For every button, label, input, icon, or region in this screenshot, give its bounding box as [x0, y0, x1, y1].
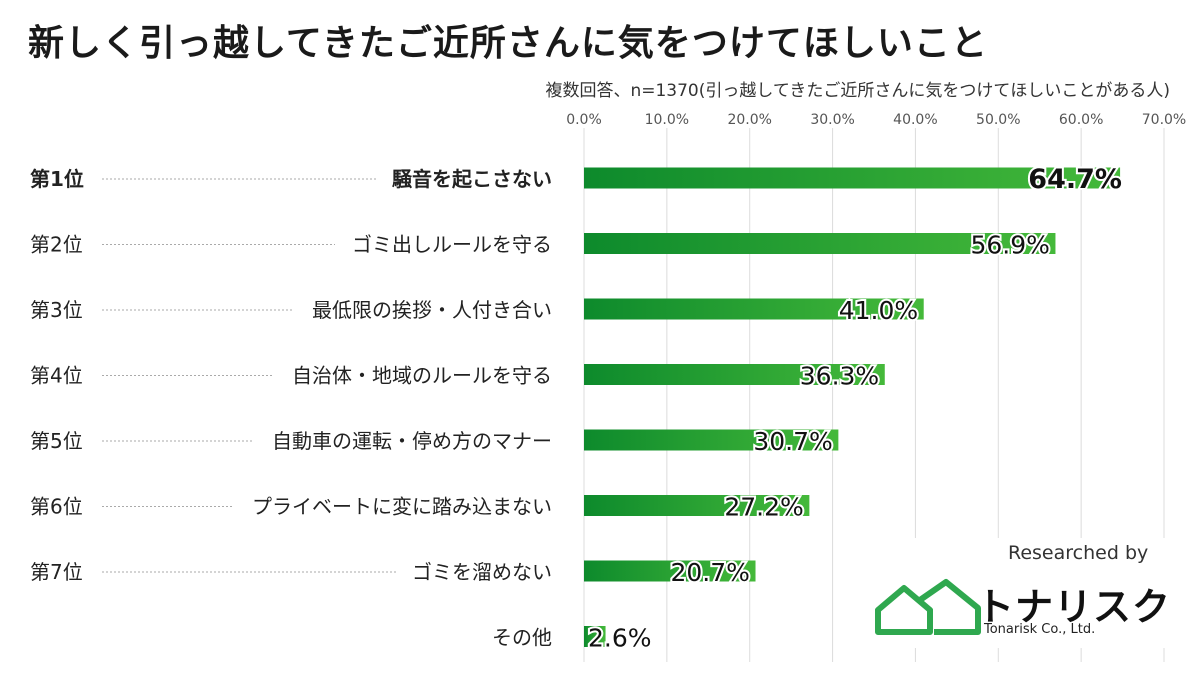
category-label: ゴミ出しルールを守る	[352, 233, 552, 257]
bar	[584, 233, 1056, 254]
x-tick-label: 30.0%	[810, 112, 854, 128]
bar	[584, 560, 756, 582]
brand-name: トナリスク	[976, 585, 1172, 629]
rank-label: 第7位	[30, 560, 83, 584]
bar	[584, 167, 1121, 189]
x-tick-label: 0.0%	[566, 112, 602, 128]
x-tick-label: 70.0%	[1142, 112, 1186, 128]
bars	[584, 167, 1121, 647]
chart-title: 新しく引っ越してきたご近所さんに気をつけてほしいこと	[28, 23, 988, 64]
x-tick-label: 10.0%	[645, 112, 689, 128]
company-logo: Researched by トナリスク Tonarisk Co., Ltd.	[868, 538, 1172, 648]
category-label: 自動車の運転・停め方のマナー	[272, 429, 552, 453]
data-label: 41.0%	[839, 296, 918, 325]
rank-label: 第4位	[30, 364, 83, 388]
bar	[584, 429, 839, 451]
rank-label: 第6位	[30, 495, 83, 519]
category-label: 騒音を起こさない	[391, 167, 552, 191]
category-label: プライベートに変に踏み込まない	[252, 495, 552, 519]
researched-by-text: Researched by	[1008, 542, 1149, 564]
data-label: 30.7%	[753, 427, 832, 456]
company-name: Tonarisk Co., Ltd.	[984, 622, 1096, 637]
data-label: 2.6%	[588, 624, 652, 653]
x-axis-ticks: 0.0% 10.0% 20.0% 30.0% 40.0% 50.0% 60.0% 70.0%	[566, 112, 1186, 128]
category-label: その他	[492, 626, 552, 650]
category-label: 最低限の挨拶・人付き合い	[312, 298, 552, 322]
rank-label: 第3位	[30, 298, 83, 322]
bar	[584, 364, 885, 385]
bar	[584, 298, 924, 320]
rank-label: 第2位	[30, 233, 83, 257]
bar	[584, 626, 606, 647]
data-label: 64.7%	[1028, 164, 1122, 195]
data-label: 20.7%	[671, 558, 750, 587]
bar	[584, 495, 810, 516]
chart-subtitle: 複数回答、n=1370(引っ越してきたご近所さんに気をつけてほしいことがある人)	[545, 81, 1170, 101]
x-tick-label: 60.0%	[1059, 112, 1103, 128]
data-label: 27.2%	[724, 493, 803, 522]
data-label: 56.9%	[970, 231, 1049, 260]
x-tick-label: 50.0%	[976, 112, 1020, 128]
category-label: ゴミを溜めない	[412, 560, 552, 584]
house-logo-icon	[875, 579, 981, 635]
rank-label: 第5位	[30, 429, 83, 453]
rank-label: 第1位	[30, 167, 84, 191]
data-labels: 64.7% 56.9% 41.0% 36.3% 30.7% 27.2% 20.7% 2.6%	[586, 162, 1124, 655]
data-label: 36.3%	[800, 362, 879, 391]
x-tick-label: 40.0%	[893, 112, 937, 128]
category-label: 自治体・地域のルールを守る	[292, 364, 552, 388]
x-tick-label: 20.0%	[727, 112, 771, 128]
